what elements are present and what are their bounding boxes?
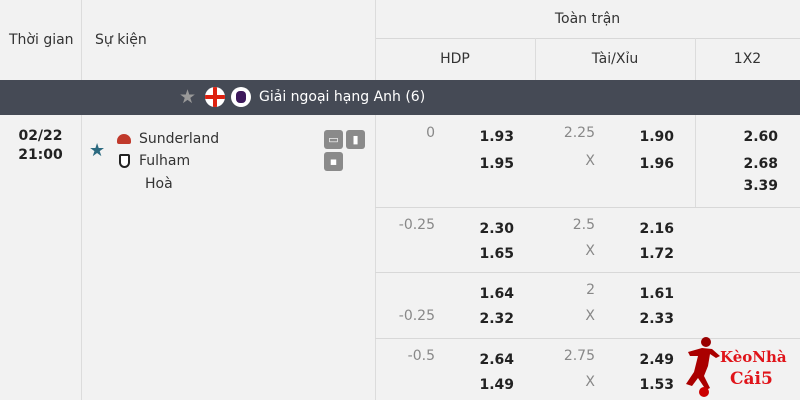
england-flag-icon xyxy=(205,87,225,107)
watermark-logo: KèoNhà Cái5 xyxy=(682,336,797,398)
ou-line: 2 xyxy=(586,282,595,298)
ou-odd-over[interactable]: 2.16 xyxy=(639,221,674,237)
header-time: Thời gian xyxy=(9,32,74,48)
ou-under-label: X xyxy=(585,374,595,390)
header-full-match: Toàn trận xyxy=(554,11,621,27)
ou-odd-under[interactable]: 1.96 xyxy=(639,156,674,172)
star-icon[interactable]: ★ xyxy=(179,86,197,108)
header-1x2: 1X2 xyxy=(733,51,762,67)
ou-under-label: X xyxy=(585,153,595,169)
ou-odd-over[interactable]: 1.61 xyxy=(639,286,674,302)
draw-label: Hoà xyxy=(145,176,173,192)
ou-under-label: X xyxy=(585,308,595,324)
stats-icon[interactable]: ▮ xyxy=(346,130,365,149)
league-name: Giải ngoại hạng Anh (6) xyxy=(259,89,426,105)
ou-odd-under[interactable]: 1.72 xyxy=(639,246,674,262)
premier-league-icon xyxy=(231,87,251,107)
lineup-icon[interactable]: ▪ xyxy=(324,152,343,171)
hdp-line: 0 xyxy=(426,125,435,141)
player-silhouette-icon xyxy=(686,337,720,397)
favorite-star-icon[interactable]: ★ xyxy=(89,140,106,161)
ou-odd-over[interactable]: 1.90 xyxy=(639,129,674,145)
home-team[interactable]: Sunderland xyxy=(139,131,220,147)
header-hdp: HDP xyxy=(440,51,470,67)
ou-line: 2.5 xyxy=(572,217,595,233)
hdp-odd-away[interactable]: 1.95 xyxy=(479,156,514,172)
ou-odd-under[interactable]: 2.33 xyxy=(639,311,674,327)
watermark-line1: KèoNhà xyxy=(720,348,787,366)
header-ou: Tài/Xỉu xyxy=(591,51,639,67)
league-bar[interactable]: ★ Giải ngoại hạng Anh (6) xyxy=(0,80,800,115)
hdp-odd-home[interactable]: 1.64 xyxy=(479,286,514,302)
ou-line: 2.75 xyxy=(563,348,595,364)
away-team[interactable]: Fulham xyxy=(139,153,191,169)
hdp-odd-away[interactable]: 2.32 xyxy=(479,311,514,327)
sunderland-logo-icon xyxy=(117,134,131,144)
fulham-logo-icon xyxy=(119,154,130,168)
match-date: 02/22 xyxy=(18,128,63,144)
hdp-odd-away[interactable]: 1.65 xyxy=(479,246,514,262)
hdp-line: -0.5 xyxy=(407,348,435,364)
hdp-line: -0.25 xyxy=(398,217,435,233)
ou-line: 2.25 xyxy=(563,125,595,141)
1x2-away[interactable]: 2.68 xyxy=(743,156,778,172)
hdp-line: -0.25 xyxy=(398,308,435,324)
ou-odd-under[interactable]: 1.53 xyxy=(639,377,674,393)
1x2-home[interactable]: 2.60 xyxy=(743,129,778,145)
watermark-line2: Cái5 xyxy=(730,369,773,389)
hdp-odd-home[interactable]: 2.64 xyxy=(479,352,514,368)
hdp-odd-away[interactable]: 1.49 xyxy=(479,377,514,393)
header-event: Sự kiện xyxy=(95,32,147,48)
hdp-odd-home[interactable]: 1.93 xyxy=(479,129,514,145)
tv-icon[interactable]: ▭ xyxy=(324,130,343,149)
hdp-odd-home[interactable]: 2.30 xyxy=(479,221,514,237)
1x2-draw[interactable]: 3.39 xyxy=(743,178,778,194)
match-time: 21:00 xyxy=(18,147,63,163)
ou-under-label: X xyxy=(585,243,595,259)
ou-odd-over[interactable]: 2.49 xyxy=(639,352,674,368)
